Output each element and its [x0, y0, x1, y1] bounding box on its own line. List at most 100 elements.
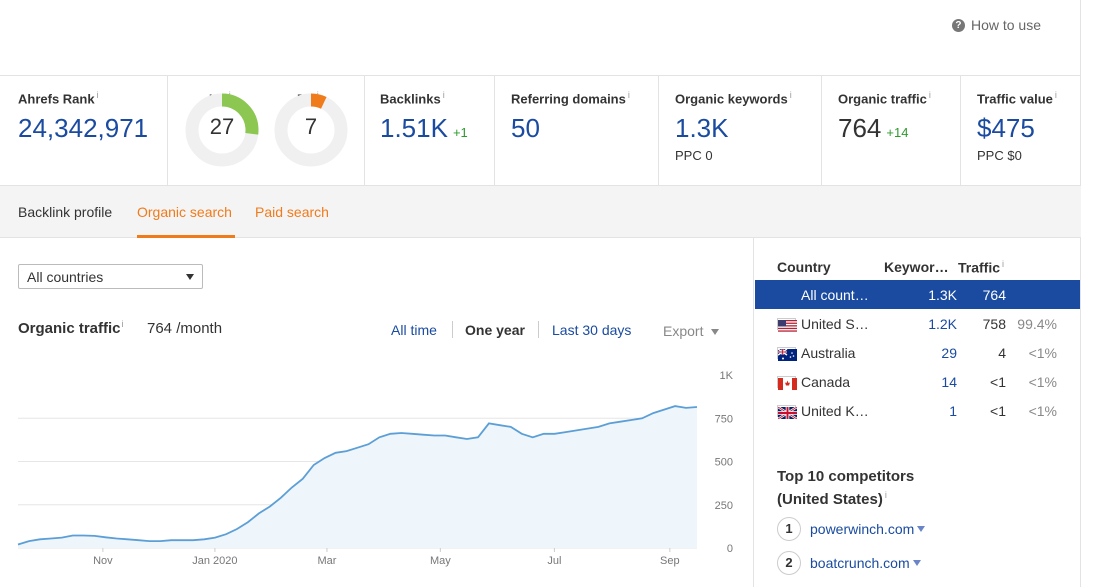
country-traffic: <1 — [990, 374, 1006, 390]
y-tick-label: 750 — [715, 413, 733, 425]
dropdown-caret-icon[interactable] — [917, 526, 926, 532]
competitors-title-line2: (United States) i — [777, 490, 887, 508]
dr-progress-arc — [274, 93, 348, 167]
country-traffic-share: <1% — [1028, 403, 1057, 419]
country-traffic: 4 — [998, 345, 1006, 361]
range-separator — [452, 321, 453, 338]
country-keywords[interactable]: 1 — [949, 403, 957, 419]
competitor-item: 1 powerwinch.com — [777, 517, 926, 541]
country-select-value: All countries — [27, 269, 104, 285]
uk-flag-icon — [777, 405, 798, 421]
x-tick-label: Mar — [317, 555, 336, 567]
chevron-down-icon — [186, 274, 194, 280]
country-name: All count… — [801, 287, 869, 303]
traffic-value-value[interactable]: $475 — [977, 113, 1035, 143]
traffic-value-label: Traffic value i — [977, 90, 1057, 107]
organic-traffic-chart-svg: 1K 750 500 250 0 Nov Jan 2020 Mar May Jul Sep — [17, 370, 734, 567]
country-row[interactable]: United S… 1.2K 758 99.4% — [755, 309, 1080, 338]
backlinks-label: Backlinks i — [380, 90, 445, 107]
dr-donut-chart — [274, 93, 348, 167]
country-select[interactable]: All countries — [18, 264, 203, 289]
range-all-time[interactable]: All time — [391, 322, 437, 338]
y-tick-label: 500 — [715, 457, 733, 469]
competitor-rank: 1 — [777, 517, 801, 541]
report-tabs: Backlink profile Organic search Paid sea… — [0, 186, 1081, 238]
organic-traffic-chart: 1K 750 500 250 0 Nov Jan 2020 Mar May Jul Sep — [0, 363, 753, 587]
competitors-title-line1: Top 10 competitors — [777, 468, 915, 485]
backlinks-value[interactable]: 1.51K +1 — [380, 113, 468, 143]
ur-value: 27 — [209, 114, 235, 139]
how-to-use-label: How to use — [970, 17, 1041, 33]
country-keywords[interactable]: 1.3K — [928, 287, 957, 303]
competitor-domain-link[interactable]: powerwinch.com — [810, 521, 915, 537]
dr-value: 7 — [304, 114, 318, 139]
tab-backlink-profile[interactable]: Backlink profile — [18, 204, 113, 220]
country-row[interactable]: Australia 29 4 <1% — [755, 338, 1080, 367]
top-bar: ? How to use — [0, 0, 1081, 76]
country-row[interactable]: Canada 14 <1 <1% — [755, 367, 1080, 396]
info-icon[interactable]: i — [121, 319, 124, 329]
panel-divider — [753, 238, 754, 587]
help-icon: ? — [951, 18, 965, 32]
active-tab-indicator — [137, 235, 235, 238]
country-keywords[interactable]: 29 — [941, 345, 957, 361]
country-traffic-share: <1% — [1028, 345, 1057, 361]
country-name: United K… — [801, 403, 869, 419]
organic-keywords-value[interactable]: 1.3K — [675, 113, 729, 143]
traffic-area-fill — [18, 406, 697, 548]
dr-gauge[interactable]: DRi 7 — [273, 76, 349, 185]
organic-keywords-label: Organic keywords i — [675, 90, 792, 107]
ur-progress-arc — [185, 93, 259, 167]
range-separator — [538, 321, 539, 338]
competitor-item: 2 boatcrunch.com — [777, 551, 921, 575]
info-icon[interactable]: i — [789, 90, 792, 100]
country-traffic-share: 99.4% — [1017, 316, 1057, 332]
range-one-year[interactable]: One year — [465, 322, 525, 338]
keywords-column-header[interactable]: Keywor… — [884, 259, 949, 275]
referring-domains-value[interactable]: 50 — [511, 113, 540, 143]
tab-organic-search[interactable]: Organic search — [137, 204, 232, 220]
country-keywords[interactable]: 1.2K — [928, 316, 957, 332]
ur-gauge[interactable]: URi 27 — [184, 76, 260, 185]
info-icon[interactable]: i — [884, 490, 887, 500]
ahrefs-rank-label: Ahrefs Rank i — [18, 90, 99, 107]
ur-donut-chart — [185, 93, 259, 167]
ahrefs-rank-card: Ahrefs Rank i 24,342,971 — [0, 76, 168, 185]
country-traffic-share: <1% — [1028, 374, 1057, 390]
info-icon[interactable]: i — [442, 90, 445, 100]
australia-flag-icon — [777, 347, 797, 361]
country-keywords[interactable]: 14 — [941, 374, 957, 390]
ahrefs-rank-value[interactable]: 24,342,971 — [18, 113, 149, 143]
country-name: Australia — [801, 345, 856, 361]
y-tick-label: 0 — [727, 543, 733, 555]
export-button[interactable]: Export — [663, 323, 720, 339]
organic-keywords-card: Organic keywords i 1.3K PPC 0 — [659, 76, 822, 185]
rating-card: URi 27 DRi 7 — [168, 76, 365, 185]
competitor-domain-link[interactable]: boatcrunch.com — [810, 555, 910, 571]
backlinks-card: Backlinks i 1.51K +1 — [365, 76, 495, 185]
organic-traffic-label: Organic traffic i — [838, 90, 931, 107]
country-row[interactable]: United K… 1 <1 <1% — [755, 396, 1080, 425]
info-icon[interactable]: i — [1054, 90, 1057, 100]
organic-traffic-value[interactable]: 764 +14 — [838, 113, 909, 143]
country-traffic: 764 — [982, 287, 1006, 303]
country-traffic: <1 — [990, 403, 1006, 419]
traffic-column-header[interactable]: Traffic i — [958, 259, 1005, 276]
info-icon[interactable]: i — [96, 90, 99, 100]
tab-paid-search[interactable]: Paid search — [255, 204, 329, 220]
traffic-value-ppc: PPC $0 — [977, 148, 1022, 163]
info-icon[interactable]: i — [627, 90, 630, 100]
how-to-use-link[interactable]: ? How to use — [951, 17, 1041, 33]
range-last-30-days[interactable]: Last 30 days — [552, 322, 632, 338]
metrics-row: Ahrefs Rank i 24,342,971 URi 27 DRi 7 Bac… — [0, 76, 1081, 186]
traffic-line — [17, 405, 698, 546]
traffic-value-card: Traffic value i $475 PPC $0 — [961, 76, 1081, 185]
country-name: Canada — [801, 374, 851, 390]
dropdown-caret-icon[interactable] — [912, 560, 921, 566]
country-column-header[interactable]: Country — [777, 259, 831, 275]
info-icon: i — [1002, 259, 1005, 269]
organic-traffic-title: Organic traffici — [18, 319, 124, 337]
referring-domains-label: Referring domains i — [511, 90, 630, 107]
country-row[interactable]: All count… 1.3K 764 — [755, 280, 1080, 309]
info-icon[interactable]: i — [928, 90, 931, 100]
